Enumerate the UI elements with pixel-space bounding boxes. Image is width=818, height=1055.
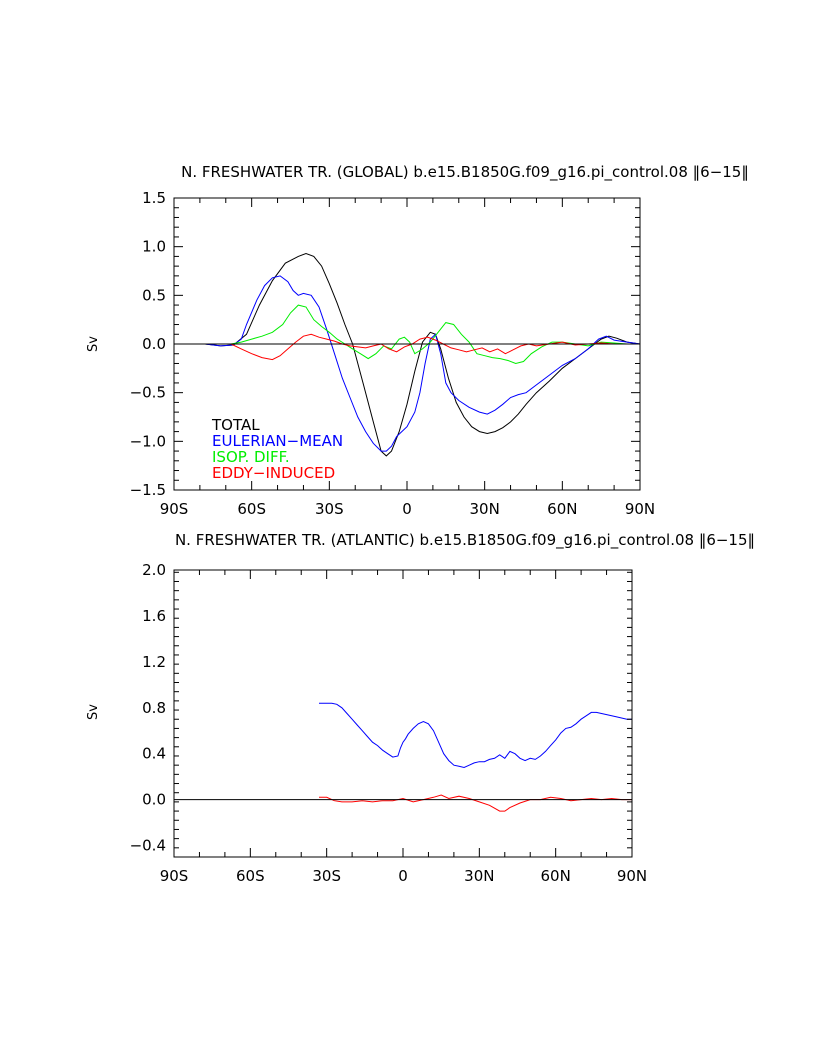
x-tick-label: 90N — [625, 500, 655, 518]
y-tick-label: −0.5 — [130, 384, 166, 402]
y-tick-label: 1.6 — [142, 607, 166, 625]
series-line-isop-diff — [230, 304, 640, 365]
x-tick-label: 60N — [541, 867, 571, 885]
x-tick-label: 90S — [160, 500, 189, 518]
global-panel: N. FRESHWATER TR. (GLOBAL) b.e15.B1850G.… — [86, 163, 749, 518]
global-y-axis-label: Sv — [86, 336, 101, 352]
y-tick-label: 0.5 — [142, 286, 166, 304]
series-line-eulerian-mean — [205, 275, 641, 452]
y-tick-label: 1.2 — [142, 653, 166, 671]
y-tick-label: −1.5 — [130, 481, 166, 499]
legend-entry-eddy-induced: EDDY−INDUCED — [212, 464, 335, 482]
legend-entry-isop-diff: ISOP. DIFF. — [212, 448, 290, 466]
x-tick-label: 30S — [315, 500, 344, 518]
x-tick-label: 30N — [470, 500, 500, 518]
global-chart-title: N. FRESHWATER TR. (GLOBAL) b.e15.B1850G.… — [181, 163, 749, 182]
y-tick-label: 0.0 — [142, 335, 166, 353]
x-tick-label: 90S — [160, 867, 189, 885]
x-tick-label: 60S — [236, 867, 265, 885]
y-tick-label: 2.0 — [142, 561, 166, 579]
x-tick-label: 0 — [398, 867, 408, 885]
atlantic-chart-title: N. FRESHWATER TR. (ATLANTIC) b.e15.B1850… — [175, 531, 755, 550]
series-line-eddy-induced — [230, 333, 640, 361]
y-tick-label: 0.4 — [142, 745, 166, 763]
legend-entry-total: TOTAL — [211, 416, 260, 434]
series-line-series-0 — [319, 702, 632, 769]
x-tick-label: 30N — [464, 867, 494, 885]
y-tick-label: −1.0 — [130, 432, 166, 450]
y-tick-label: 1.5 — [142, 189, 166, 207]
x-tick-label: 60S — [237, 500, 266, 518]
x-tick-label: 30S — [312, 867, 341, 885]
series-line-series-1 — [319, 794, 632, 812]
y-tick-label: −0.4 — [130, 837, 166, 855]
legend-entry-eulerian-mean: EULERIAN−MEAN — [212, 432, 343, 450]
atlantic-y-axis-label: Sv — [86, 704, 101, 720]
y-tick-label: 1.0 — [142, 238, 166, 256]
global-legend: TOTAL EULERIAN−MEAN ISOP. DIFF. EDDY−IND… — [211, 416, 343, 482]
x-tick-label: 60N — [547, 500, 577, 518]
y-tick-label: 0.8 — [142, 699, 166, 717]
x-tick-label: 0 — [402, 500, 412, 518]
atlantic-panel: N. FRESHWATER TR. (ATLANTIC) b.e15.B1850… — [86, 531, 755, 885]
x-tick-label: 90N — [617, 867, 647, 885]
y-tick-label: 0.0 — [142, 791, 166, 809]
